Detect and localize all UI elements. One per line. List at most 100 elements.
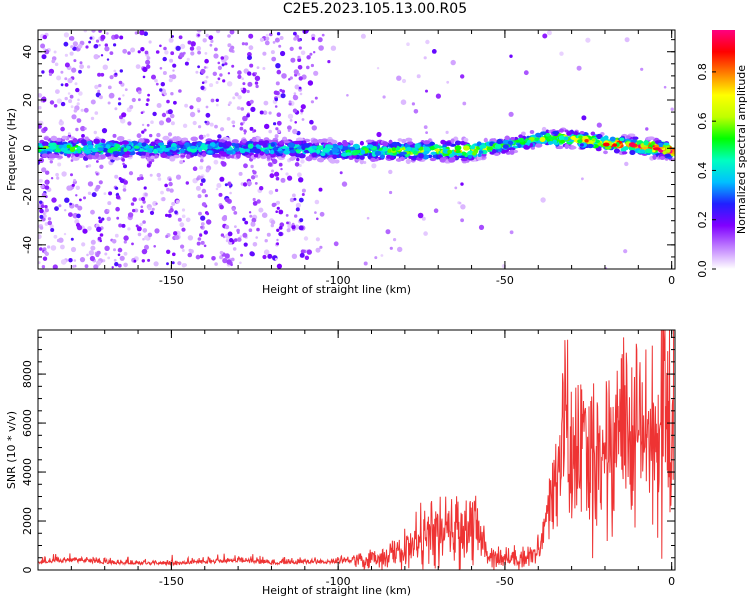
heatmap-cell — [300, 50, 306, 56]
heatmap-cell — [221, 63, 225, 67]
heatmap-cell — [307, 146, 313, 152]
heatmap-cell — [174, 235, 180, 240]
heatmap-cell — [239, 261, 242, 265]
heatmap-cell — [115, 206, 120, 212]
heatmap-cell — [318, 187, 323, 192]
heatmap-cell — [187, 252, 193, 258]
heatmap-cell — [239, 235, 243, 238]
heatmap-cell — [201, 152, 207, 157]
heatmap-cell — [129, 105, 134, 109]
heatmap-cell — [249, 99, 254, 104]
heatmap-cell — [219, 176, 225, 182]
heatmap-cell — [276, 263, 282, 269]
heatmap-cell — [433, 208, 439, 213]
x-tick-label: 0 — [668, 575, 675, 588]
heatmap-cell — [53, 50, 57, 54]
heatmap-cell — [423, 140, 431, 145]
heatmap-cell — [165, 234, 169, 239]
heatmap-cell — [254, 182, 258, 185]
heatmap-cell — [38, 234, 42, 240]
heatmap-cell — [106, 58, 110, 61]
heatmap-cell — [167, 151, 172, 156]
heatmap-cell — [60, 83, 64, 87]
heatmap-cell — [314, 211, 317, 214]
y-tick-label: 8000 — [21, 360, 34, 388]
heatmap-cell — [254, 75, 261, 82]
heatmap-cell — [215, 98, 219, 103]
heatmap-cell — [244, 220, 249, 225]
heatmap-cell — [86, 140, 93, 145]
heatmap-cell — [87, 191, 92, 195]
heatmap-cell — [121, 141, 130, 145]
heatmap-cell — [247, 71, 252, 76]
heatmap-cell — [294, 121, 298, 124]
heatmap-cell — [227, 182, 232, 186]
heatmap-cell — [396, 75, 402, 81]
heatmap-cell — [389, 246, 393, 250]
heatmap-cell — [38, 159, 41, 166]
heatmap-cell — [306, 55, 311, 60]
heatmap-cell — [198, 134, 204, 140]
heatmap-cell — [226, 150, 234, 155]
heatmap-cell — [115, 186, 119, 190]
heatmap-cell — [200, 178, 206, 183]
heatmap-cell — [295, 207, 300, 212]
heatmap-cell — [559, 139, 566, 144]
heatmap-cell — [109, 51, 114, 55]
heatmap-cell — [229, 238, 234, 243]
heatmap-cell — [220, 127, 225, 132]
heatmap-cell — [166, 249, 171, 254]
heatmap-cell — [123, 240, 127, 244]
heatmap-cell — [376, 67, 380, 70]
heatmap-cell — [274, 257, 278, 261]
heatmap-cell — [86, 253, 89, 257]
heatmap-cell — [327, 60, 331, 64]
heatmap-cell — [310, 145, 318, 150]
heatmap-cell — [342, 145, 349, 151]
heatmap-cell — [542, 33, 548, 39]
heatmap-cell — [268, 129, 273, 134]
heatmap-cell — [492, 149, 497, 154]
heatmap-cell — [624, 37, 630, 43]
heatmap-cell — [55, 172, 59, 177]
heatmap-cell — [300, 109, 304, 113]
heatmap-cell — [509, 149, 515, 155]
heatmap-cell — [60, 244, 65, 250]
heatmap-cell — [138, 98, 141, 102]
heatmap-cell — [205, 112, 211, 118]
heatmap-cell — [301, 193, 305, 196]
heatmap-cell — [259, 110, 264, 115]
heatmap-cell — [289, 197, 295, 203]
heatmap-cell — [224, 224, 230, 230]
heatmap-cell — [219, 73, 223, 77]
heatmap-cell — [220, 233, 225, 237]
heatmap-cell — [79, 257, 86, 263]
heatmap-cell — [93, 54, 99, 60]
heatmap-cell — [47, 153, 56, 159]
heatmap-cell — [127, 212, 134, 218]
heatmap-cell — [201, 202, 207, 207]
x-tick-label: -50 — [496, 274, 514, 287]
heatmap-cell — [43, 126, 48, 132]
heatmap-cell — [349, 140, 354, 144]
heatmap-cell — [192, 166, 198, 171]
heatmap-cell — [325, 144, 334, 149]
heatmap-cell — [264, 123, 270, 130]
heatmap-cell — [159, 67, 163, 70]
heatmap-cell — [142, 220, 146, 224]
heatmap-cell — [276, 206, 280, 210]
heatmap-cell — [38, 261, 41, 264]
heatmap-cell — [116, 216, 120, 220]
heatmap-cell — [130, 202, 135, 206]
heatmap-cell — [270, 220, 276, 225]
heatmap-cell — [89, 255, 95, 262]
heatmap-cell — [380, 254, 384, 257]
heatmap-cell — [184, 103, 189, 108]
heatmap-cell — [318, 157, 325, 163]
heatmap-cell — [169, 58, 174, 63]
heatmap-cell — [454, 145, 462, 151]
heatmap-cell — [66, 144, 71, 149]
heatmap-cell — [141, 196, 146, 202]
heatmap-cell — [50, 177, 54, 180]
heatmap-cell — [328, 157, 334, 163]
